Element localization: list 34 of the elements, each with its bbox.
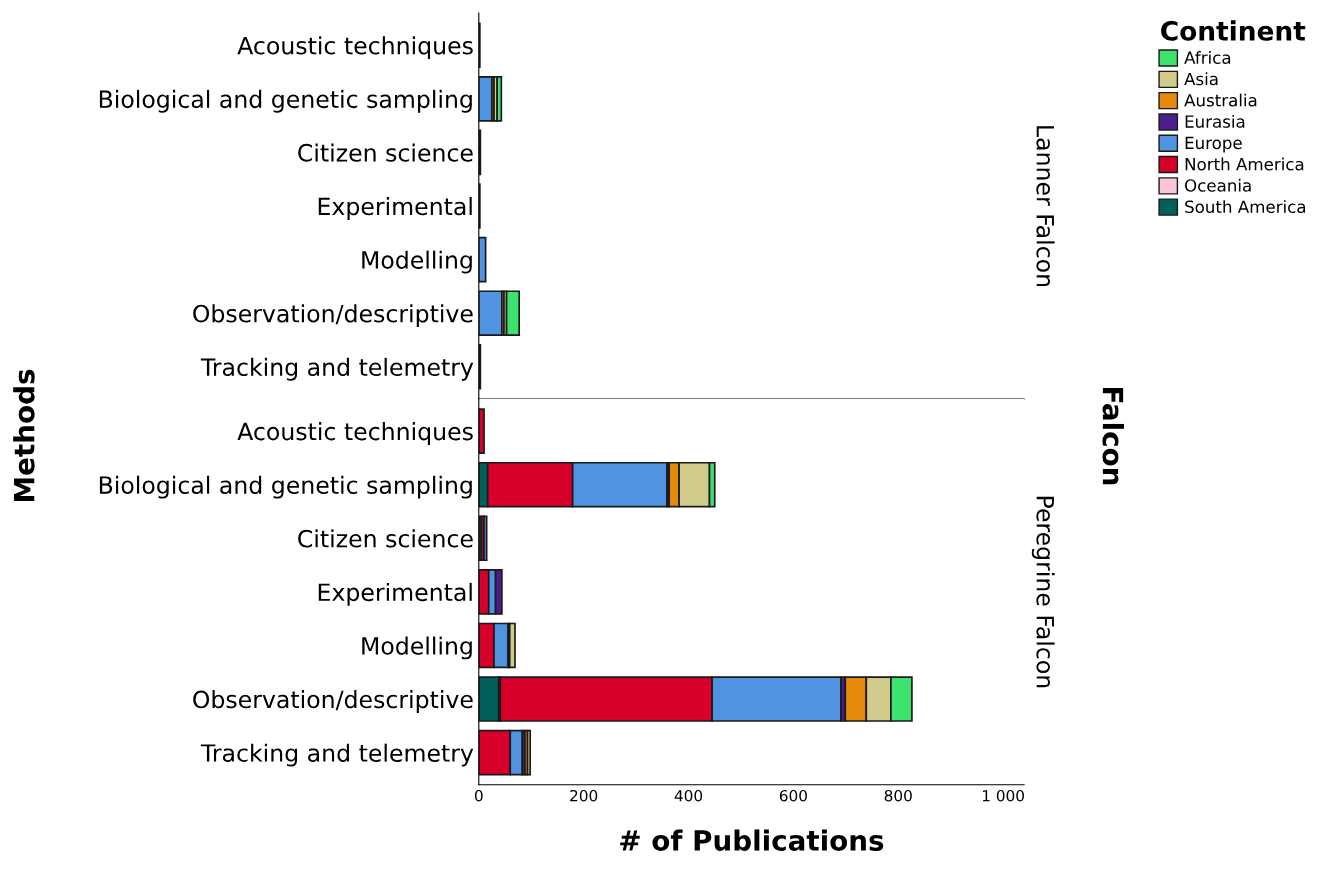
y2-axis-title: Peregrine Falcon: [1031, 496, 1055, 688]
x-tick-label: 0: [474, 789, 483, 802]
y2-axis-title: Lanner Falcon: [1036, 126, 1055, 287]
x-axis-title: # of Publications: [620, 829, 884, 851]
legend-label: North America: [1185, 157, 1304, 171]
y-tick-label: Tracking and telemetry: [200, 743, 474, 767]
x-tick-label: 800: [884, 789, 912, 802]
y-tick-label: Acoustic techniques: [237, 422, 473, 445]
legend-label: Africa: [1184, 51, 1231, 64]
x-tick-label: 400: [674, 789, 703, 802]
x-tick-label: 600: [779, 789, 807, 802]
legend-label: Oceania: [1185, 178, 1251, 192]
text: Falcon: [1102, 388, 1124, 485]
y-tick-label: Observation/descriptive: [193, 304, 473, 328]
y-tick-label: Acoustic techniques: [237, 36, 473, 60]
y-tick-label: Experimental: [318, 197, 472, 220]
y-tick-label: Biological and genetic sampling: [99, 89, 472, 113]
legend-title: Continent: [1161, 20, 1306, 41]
y-tick-label: Experimental: [318, 582, 472, 606]
x-tick-label: 1 000: [982, 789, 1024, 802]
x-tick-label: 200: [570, 789, 598, 802]
y-tick-label: Modelling: [362, 250, 472, 274]
legend-label: Europe: [1185, 136, 1242, 153]
y-tick-label: Observation/descriptive: [193, 690, 473, 713]
legend-label: Australia: [1184, 93, 1257, 107]
y-tick-label: Citizen science: [298, 143, 473, 162]
y-tick-label: Citizen science: [298, 529, 473, 548]
legend-label: Asia: [1184, 72, 1218, 86]
y-tick-label: Tracking and telemetry: [200, 357, 474, 381]
legend-label: South America: [1185, 200, 1306, 214]
legend-label: Eurasia: [1185, 114, 1245, 128]
y-axis-title: Methods: [13, 369, 35, 501]
y-tick-label: Modelling: [362, 636, 472, 660]
y-tick-label: Biological and genetic sampling: [99, 475, 472, 499]
